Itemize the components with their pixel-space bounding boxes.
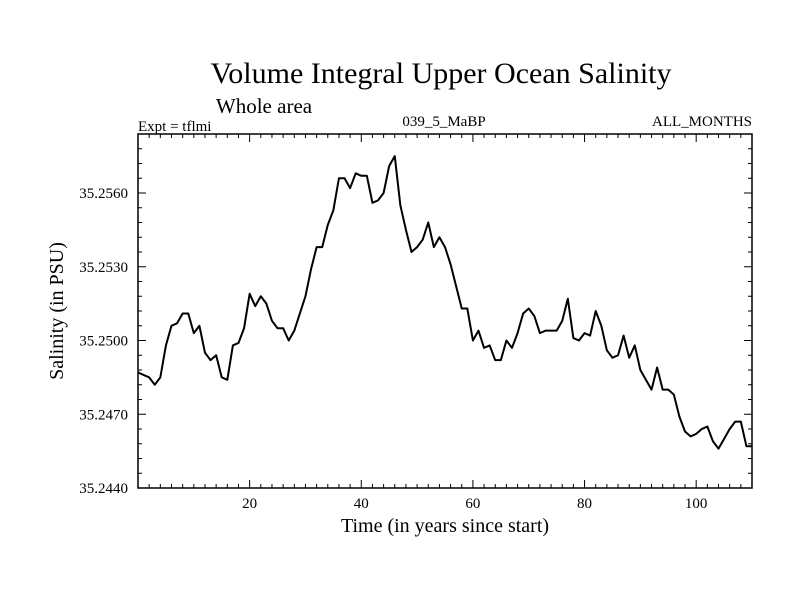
x-tick-label: 80 [577,496,592,512]
period-label: ALL_MONTHS [652,114,752,130]
chart-subtitle: Whole area [216,94,313,118]
experiment-label: Expt = tflmi [138,119,211,135]
plot-frame [137,133,753,489]
chart-title: Volume Integral Upper Ocean Salinity [211,57,672,90]
y-tick-label: 35.2500 [79,334,128,350]
x-tick-label: 20 [242,496,257,512]
salinity-series-line [137,155,752,450]
y-tick-labels: 35.2440 35.2470 35.2500 35.2530 35.2560 [79,186,128,497]
run-id-label: 039_5_MaBP [402,114,485,130]
y-tick-label: 35.2560 [79,186,128,202]
x-tick-label: 40 [354,496,369,512]
x-tick-labels: 20 40 60 80 100 [242,496,707,512]
x-tick-label: 60 [465,496,480,512]
y-tick-label: 35.2470 [79,407,128,423]
y-axis-label: Salinity (in PSU) [46,242,68,380]
axis-ticks [138,134,752,488]
y-tick-label: 35.2440 [79,481,128,497]
x-tick-label: 100 [685,496,708,512]
y-tick-label: 35.2530 [79,260,128,276]
x-axis-label: Time (in years since start) [341,515,549,537]
